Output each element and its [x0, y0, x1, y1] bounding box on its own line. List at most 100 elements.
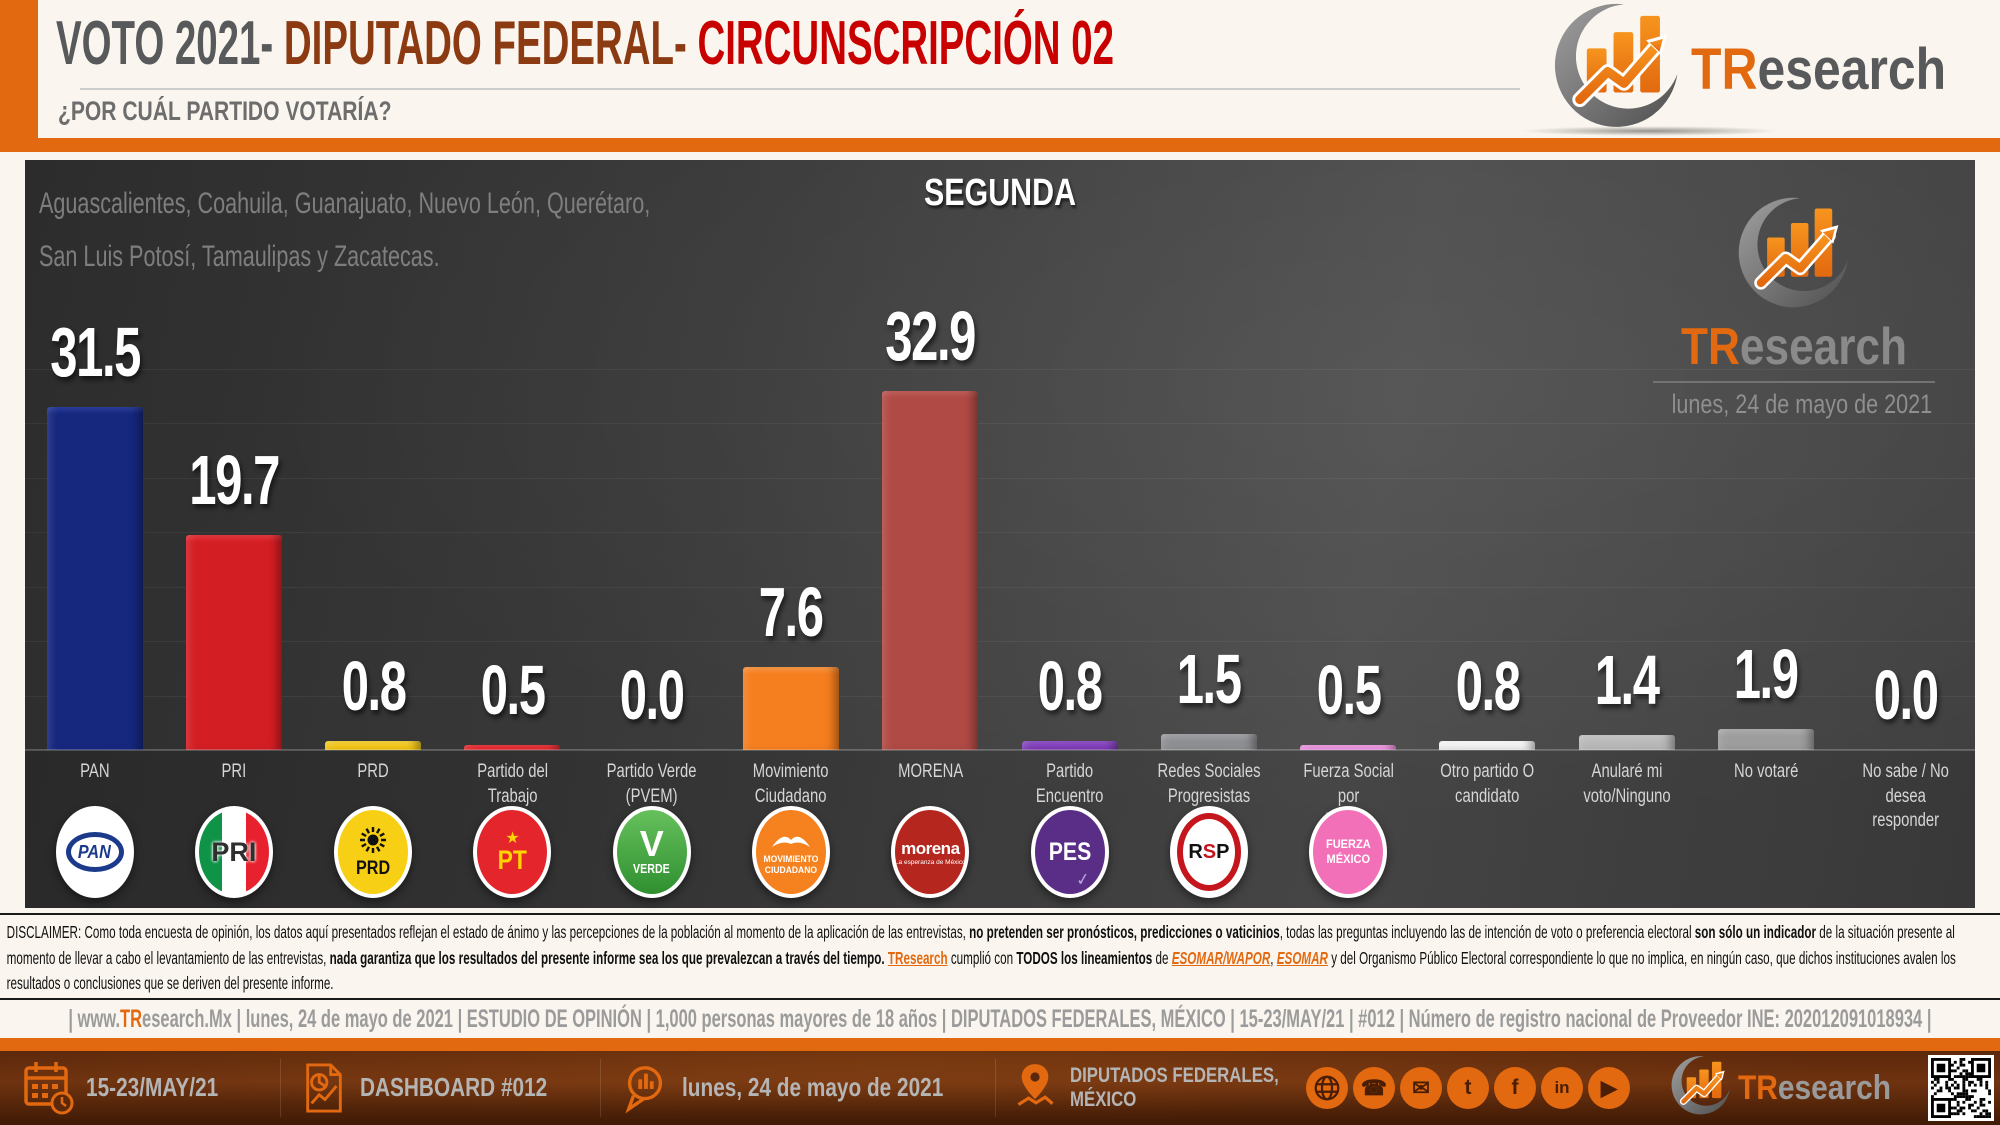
esomar-wapor-link[interactable]: ESOMAR/WAPOR	[1171, 947, 1271, 968]
watermark-wordmark: TResearch	[1680, 318, 1908, 376]
category-cell: Movimiento Ciudadano (MC)MOVIMIENTO CIUD…	[721, 750, 860, 908]
calendar-clock-icon	[24, 1062, 74, 1115]
linkedin-icon: in	[1541, 1067, 1583, 1109]
footer-location-label: DIPUTADOS FEDERALES, MÉXICO	[1070, 1063, 1279, 1111]
category-cell: PRD PRD	[304, 750, 443, 908]
footer: 15-23/MAY/21 DASHBOARD #012 lunes, 24 de…	[0, 1051, 2000, 1125]
info-strip: | www.TResearch.Mx | lunes, 24 de mayo d…	[0, 1000, 2000, 1038]
value-label: 1.4	[1594, 641, 1660, 719]
value-label: 1.9	[1734, 635, 1799, 713]
title-part-3: CIRCUNSCRIPCIÓN 02	[697, 9, 1114, 78]
category-cell: Partido Encuentro SocialPES✓	[1000, 750, 1139, 908]
info-segment: esearch.Mx | lunes, 24 de mayo de 2021 |…	[142, 1005, 1932, 1033]
disclaimer-segment: no pretenden ser pronósticos, prediccion…	[969, 922, 1280, 942]
party-column: 0.0	[582, 160, 721, 750]
category-cell: Fuerza Social por MéxicoFUERZA MÉXICO	[1279, 750, 1418, 908]
qr-code	[1928, 1055, 1994, 1121]
header: VOTO 2021- DIPUTADO FEDERAL- CIRCUNSCRIP…	[0, 0, 2000, 138]
footer-tresearch-logo: TResearch	[1668, 1051, 1912, 1125]
disclaimer: DISCLAIMER: Como toda encuesta de opinió…	[0, 913, 2000, 1000]
dashboard-report-icon	[306, 1063, 342, 1113]
party-logo-pt: ★ PT	[473, 806, 552, 898]
party-column: 19.7	[164, 160, 303, 750]
page-subtitle: ¿POR CUÁL PARTIDO VOTARÍA?	[58, 96, 392, 126]
region-line-1: Aguascalientes, Coahuila, Guanajuato, Nu…	[39, 187, 651, 220]
party-column: 0.8	[1418, 160, 1557, 750]
party-bar	[1300, 745, 1397, 750]
footer-divider	[600, 1059, 601, 1117]
party-bar	[1578, 735, 1675, 750]
watermark-logo: TResearch lunes, 24 de mayo de 2021	[1641, 196, 1947, 420]
accent-stripe	[0, 0, 38, 138]
party-column: 0.8	[1000, 160, 1139, 750]
party-column: 0.8	[304, 160, 443, 750]
plot-area: 31.5 19.7 0.8 0.5 0.0 7.6 32.9 0.8 1.5 0.5 0.8 1.4 1…	[25, 160, 1975, 750]
party-column: 0.5	[443, 160, 582, 750]
category-label: Redes Sociales Progresistas	[1157, 761, 1261, 807]
disclaimer-segment: , todas las preguntas incluyendo las de …	[1279, 922, 1695, 942]
logo-shadow	[1520, 126, 1780, 136]
value-label: 0.0	[1873, 656, 1938, 734]
gridline	[25, 641, 1975, 642]
party-bar	[464, 745, 561, 750]
watermark-divider	[1653, 381, 1935, 383]
gridline	[25, 695, 1975, 697]
party-bar	[1160, 734, 1257, 750]
round-label: SEGUNDA	[923, 172, 1077, 214]
gridline	[25, 477, 1975, 479]
footer-dashboard-label: DASHBOARD #012	[360, 1072, 548, 1103]
twitter-icon: t	[1447, 1067, 1489, 1109]
value-label: 31.5	[49, 313, 141, 391]
footer-divider	[280, 1059, 281, 1117]
esomar-link[interactable]: ESOMAR	[1276, 947, 1328, 968]
region-line-2: San Luis Potosí, Tamaulipas y Zacatecas.	[39, 239, 440, 273]
party-column: 1.4	[1557, 160, 1696, 750]
footer-date-label: lunes, 24 de mayo de 2021	[682, 1072, 944, 1103]
party-logo-fxm: FUERZA MÉXICO	[1309, 806, 1388, 898]
party-logo-pvem: V VERDE	[612, 806, 691, 898]
footer-divider	[995, 1059, 996, 1117]
watermark-date: lunes, 24 de mayo de 2021	[1671, 389, 1933, 419]
disclaimer-text: DISCLAIMER: Como toda encuesta de opinió…	[0, 915, 2000, 998]
party-bar	[743, 667, 840, 750]
party-column: 0.5	[1279, 160, 1418, 750]
footer-dashboard: DASHBOARD #012	[300, 1051, 594, 1125]
party-column: 0.0	[1836, 160, 1975, 750]
category-label: No sabe / No desea responder	[1862, 761, 1949, 832]
gridline	[25, 368, 1975, 370]
footer-orange-band	[0, 1038, 2000, 1051]
footer-date-range: 15-23/MAY/21	[22, 1051, 251, 1125]
title-divider	[80, 88, 1520, 90]
tresearch-chart-icon	[1641, 196, 1947, 317]
category-cell: Anularé mi voto/Ninguno	[1557, 750, 1696, 908]
disclaimer-segment: de la situación presente al momento de l…	[6, 922, 1955, 968]
party-column: 31.5	[25, 160, 164, 750]
value-label: 19.7	[189, 441, 280, 519]
disclaimer-segment: y del Organismo Público Electoral corres…	[6, 947, 1956, 994]
party-column: 1.5	[1139, 160, 1278, 750]
party-column: 7.6	[721, 160, 860, 750]
title-part-2: DIPUTADO FEDERAL-	[283, 9, 698, 78]
category-label: Partido Verde (PVEM)	[606, 761, 697, 807]
party-bar	[325, 741, 422, 750]
disclaimer-segment: cumplió con	[947, 947, 1017, 968]
globe-icon	[1306, 1067, 1348, 1109]
category-cell: Partido del Trabajo (PT)★PT	[443, 750, 582, 908]
party-bar	[1021, 741, 1118, 750]
value-label: 0.8	[341, 647, 406, 725]
party-bar	[1718, 729, 1815, 750]
party-logo-mc: MOVIMIENTO CIUDADANO	[752, 806, 831, 898]
party-bar	[882, 391, 979, 750]
speech-chart-icon	[625, 1066, 663, 1114]
value-label: 0.8	[1455, 647, 1520, 725]
value-label: 0.5	[480, 651, 546, 729]
tresearch-link[interactable]: TResearch	[887, 947, 948, 968]
category-cell: Redes Sociales Progresistas RSP	[1139, 750, 1278, 908]
header-orange-band	[0, 138, 2000, 152]
category-cell: MORENA morena La esperanza de México	[861, 750, 1000, 908]
party-column: 1.9	[1696, 160, 1835, 750]
disclaimer-segment: de	[1152, 947, 1172, 968]
disclaimer-segment: DISCLAIMER: Como toda encuesta de opinió…	[6, 922, 970, 942]
category-label: Anularé mi voto/Ninguno	[1583, 761, 1671, 807]
gridline	[25, 586, 1975, 588]
